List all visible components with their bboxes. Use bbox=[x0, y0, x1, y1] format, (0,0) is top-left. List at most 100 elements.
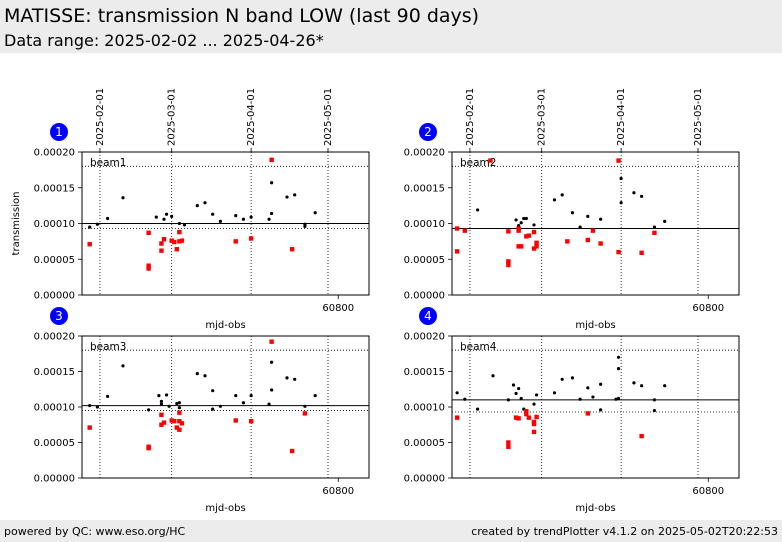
data-point-black bbox=[560, 377, 564, 381]
data-point-red bbox=[454, 249, 460, 254]
data-point-black bbox=[663, 384, 667, 388]
data-point-black bbox=[147, 408, 151, 412]
data-point-black bbox=[159, 399, 164, 403]
data-point-red bbox=[179, 238, 185, 243]
y-tick-label: 0.00010 bbox=[404, 403, 445, 414]
data-point-red bbox=[534, 240, 539, 246]
data-point-red bbox=[524, 411, 529, 417]
data-point-black bbox=[267, 402, 271, 406]
footer-credit: powered by QC: www.eso.org/HC bbox=[4, 525, 186, 538]
y-tick-label: 0.00020 bbox=[34, 148, 75, 159]
data-point-red bbox=[585, 237, 591, 243]
data-point-black bbox=[614, 397, 618, 401]
data-point-black bbox=[570, 376, 575, 380]
data-point-black bbox=[524, 216, 528, 221]
panel-number-text: 1 bbox=[55, 125, 63, 139]
data-point-black bbox=[455, 391, 459, 395]
data-point-black bbox=[652, 225, 657, 229]
chart-panel-2: 2 2025-02-01 2025-03-01 2025-04-01 2025-05-0… bbox=[404, 88, 740, 331]
data-point-red bbox=[531, 229, 537, 235]
data-point-red bbox=[233, 239, 238, 244]
data-point-red bbox=[506, 259, 511, 264]
y-tick-label: 0.00020 bbox=[34, 332, 75, 343]
data-point-black bbox=[164, 393, 169, 397]
data-point-black bbox=[249, 215, 253, 219]
data-point-red bbox=[161, 420, 167, 425]
y-tick-label: 0.00005 bbox=[34, 438, 75, 449]
panel-number-text: 4 bbox=[424, 309, 432, 323]
data-point-red bbox=[289, 448, 295, 454]
plot-frame bbox=[451, 151, 740, 296]
y-tick-label: 0.00015 bbox=[34, 367, 75, 378]
data-point-red bbox=[146, 445, 151, 451]
x-axis-label: mjd-obs bbox=[205, 320, 245, 331]
data-point-red bbox=[269, 157, 274, 163]
y-tick-label: 0.00020 bbox=[404, 332, 445, 343]
data-point-black bbox=[175, 401, 179, 406]
panel-number-text: 3 bbox=[55, 309, 63, 323]
y-tick-label: 0.00015 bbox=[404, 367, 445, 378]
data-point-black bbox=[476, 407, 480, 411]
chart-panel-1: 1 2025-02-01 2025-03-01 2025-04-01 2025-05-0… bbox=[11, 88, 370, 331]
data-point-red bbox=[531, 246, 537, 251]
data-point-black bbox=[663, 219, 667, 223]
data-point-black bbox=[632, 191, 636, 195]
data-point-red bbox=[269, 339, 274, 344]
data-point-red bbox=[177, 239, 182, 244]
data-point-black bbox=[164, 212, 169, 216]
data-point-red bbox=[590, 228, 596, 233]
data-point-black bbox=[560, 193, 564, 197]
page-title: MATISSE: transmission N band LOW (last 9… bbox=[4, 5, 480, 27]
data-point-red bbox=[516, 416, 521, 421]
header-bar: MATISSE: transmission N band LOW (last 9… bbox=[0, 0, 782, 53]
data-point-black bbox=[519, 396, 523, 401]
data-point-black bbox=[619, 176, 623, 181]
data-point-black bbox=[491, 374, 495, 378]
data-point-black bbox=[203, 374, 207, 378]
y-tick-label: 0.00010 bbox=[34, 219, 75, 230]
data-point-black bbox=[88, 403, 92, 408]
data-point-black bbox=[167, 404, 171, 408]
data-point-black bbox=[640, 384, 644, 388]
data-point-red bbox=[639, 433, 644, 439]
data-point-red bbox=[506, 229, 511, 234]
data-point-red bbox=[302, 411, 308, 416]
data-point-red bbox=[454, 226, 460, 231]
x-tick-label: 60800 bbox=[322, 486, 354, 497]
data-point-red bbox=[172, 419, 177, 424]
data-point-black bbox=[270, 211, 274, 216]
data-point-black bbox=[121, 196, 125, 200]
data-point-black bbox=[591, 395, 595, 399]
data-point-black bbox=[506, 398, 510, 402]
data-point-red bbox=[87, 242, 92, 247]
data-point-black bbox=[570, 211, 575, 215]
data-point-red bbox=[248, 236, 254, 241]
data-point-red bbox=[146, 266, 151, 271]
data-point-black bbox=[95, 222, 99, 226]
data-point-black bbox=[517, 386, 521, 391]
data-point-black bbox=[640, 194, 644, 198]
data-point-black bbox=[303, 404, 307, 408]
beam-label: beam3 bbox=[90, 341, 126, 353]
data-point-red bbox=[616, 158, 621, 163]
data-point-black bbox=[182, 223, 187, 227]
data-point-red bbox=[161, 237, 167, 242]
data-point-black bbox=[522, 216, 526, 221]
data-point-black bbox=[211, 389, 215, 393]
beam-label: beam1 bbox=[90, 157, 126, 169]
data-point-black bbox=[534, 393, 539, 397]
data-point-black bbox=[106, 216, 110, 221]
panel-number-badge bbox=[50, 307, 68, 325]
data-point-red bbox=[159, 412, 164, 418]
date-tick-label: 2025-04-01 bbox=[616, 88, 627, 146]
data-point-black bbox=[552, 391, 557, 395]
data-point-black bbox=[270, 360, 274, 364]
data-point-red bbox=[506, 262, 511, 268]
data-point-red bbox=[177, 229, 182, 235]
y-tick-label: 0.00015 bbox=[404, 183, 445, 194]
date-tick-label: 2025-04-01 bbox=[246, 88, 257, 146]
data-point-red bbox=[159, 422, 164, 427]
data-point-black bbox=[313, 394, 317, 398]
date-tick-label: 2025-05-01 bbox=[693, 88, 704, 146]
data-point-red bbox=[639, 250, 644, 256]
